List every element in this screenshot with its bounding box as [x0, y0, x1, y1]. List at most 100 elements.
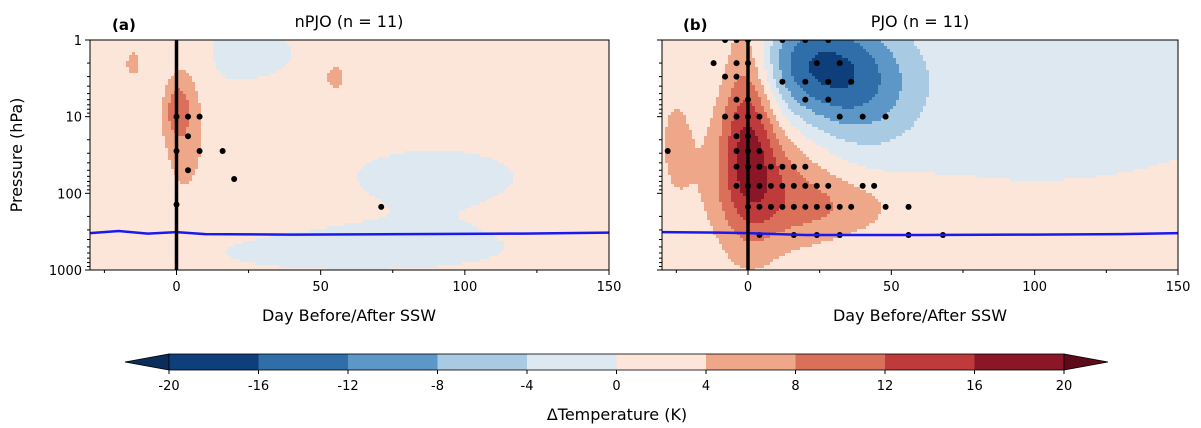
- contour-cell: [522, 43, 525, 46]
- contour-cell: [117, 100, 120, 103]
- contour-cell: [477, 55, 480, 58]
- contour-cell: [513, 106, 516, 109]
- contour-cell: [483, 52, 486, 55]
- contour-cell: [387, 52, 390, 55]
- contour-cell: [210, 79, 213, 82]
- contour-cell: [420, 46, 423, 49]
- contour-cell: [183, 85, 186, 88]
- contour-cell: [249, 124, 252, 127]
- contour-cell: [249, 94, 252, 97]
- contour-cell: [390, 100, 393, 103]
- contour-cell: [408, 124, 411, 127]
- contour-cell: [441, 73, 444, 76]
- contour-cell: [330, 43, 333, 46]
- contour-cell: [198, 55, 201, 58]
- contour-cell: [234, 109, 237, 112]
- contour-cell: [372, 124, 375, 127]
- contour-cell: [507, 73, 510, 76]
- contour-cell: [138, 94, 141, 97]
- contour-cell: [456, 46, 459, 49]
- contour-cell: [102, 82, 105, 85]
- contour-cell: [249, 70, 252, 73]
- contour-cell: [528, 124, 531, 127]
- contour-cell: [576, 64, 579, 67]
- contour-cell: [153, 91, 156, 94]
- contour-cell: [492, 121, 495, 124]
- contour-cell: [483, 91, 486, 94]
- contour-cell: [354, 73, 357, 76]
- contour-cell: [351, 73, 354, 76]
- contour-cell: [405, 103, 408, 106]
- contour-cell: [480, 88, 483, 91]
- contour-cell: [516, 43, 519, 46]
- contour-cell: [546, 55, 549, 58]
- contour-cell: [579, 118, 582, 121]
- contour-cell: [576, 97, 579, 100]
- contour-cell: [588, 64, 591, 67]
- contour-cell: [117, 76, 120, 79]
- contour-cell: [117, 85, 120, 88]
- contour-cell: [564, 91, 567, 94]
- contour-cell: [144, 91, 147, 94]
- contour-cell: [180, 73, 183, 76]
- contour-cell: [93, 112, 96, 115]
- contour-cell: [519, 109, 522, 112]
- contour-cell: [378, 82, 381, 85]
- contour-cell: [546, 46, 549, 49]
- contour-cell: [474, 70, 477, 73]
- contour-cell: [339, 55, 342, 58]
- contour-cell: [264, 106, 267, 109]
- contour-cell: [102, 124, 105, 127]
- contour-cell: [447, 46, 450, 49]
- contour-cell: [603, 52, 606, 55]
- contour-cell: [348, 82, 351, 85]
- contour-cell: [588, 121, 591, 124]
- contour-cell: [498, 40, 501, 43]
- contour-cell: [279, 82, 282, 85]
- contour-cell: [450, 61, 453, 64]
- contour-cell: [492, 67, 495, 70]
- contour-cell: [423, 94, 426, 97]
- contour-cell: [468, 61, 471, 64]
- contour-cell: [531, 40, 534, 43]
- contour-cell: [486, 67, 489, 70]
- contour-cell: [135, 82, 138, 85]
- contour-cell: [327, 70, 330, 73]
- contour-cell: [90, 103, 93, 106]
- contour-cell: [366, 94, 369, 97]
- contour-cell: [594, 112, 597, 115]
- contour-cell: [297, 97, 300, 100]
- contour-cell: [405, 82, 408, 85]
- contour-cell: [147, 40, 150, 43]
- contour-cell: [327, 106, 330, 109]
- contour-cell: [474, 100, 477, 103]
- contour-cell: [171, 103, 174, 106]
- contour-cell: [111, 118, 114, 121]
- contour-cell: [162, 61, 165, 64]
- contour-cell: [585, 73, 588, 76]
- contour-cell: [171, 100, 174, 103]
- contour-cell: [594, 58, 597, 61]
- contour-cell: [525, 40, 528, 43]
- contour-cell: [228, 49, 231, 52]
- contour-cell: [315, 121, 318, 124]
- contour-cell: [252, 97, 255, 100]
- contour-cell: [549, 106, 552, 109]
- contour-cell: [279, 115, 282, 118]
- contour-cell: [393, 76, 396, 79]
- contour-cell: [159, 61, 162, 64]
- contour-cell: [336, 79, 339, 82]
- contour-cell: [96, 85, 99, 88]
- contour-cell: [471, 109, 474, 112]
- contour-cell: [234, 73, 237, 76]
- contour-cell: [297, 67, 300, 70]
- contour-cell: [96, 67, 99, 70]
- contour-cell: [237, 109, 240, 112]
- contour-cell: [444, 52, 447, 55]
- contour-cell: [291, 100, 294, 103]
- contour-cell: [492, 100, 495, 103]
- contour-cell: [531, 94, 534, 97]
- contour-cell: [90, 40, 93, 43]
- contour-cell: [207, 94, 210, 97]
- contour-cell: [318, 121, 321, 124]
